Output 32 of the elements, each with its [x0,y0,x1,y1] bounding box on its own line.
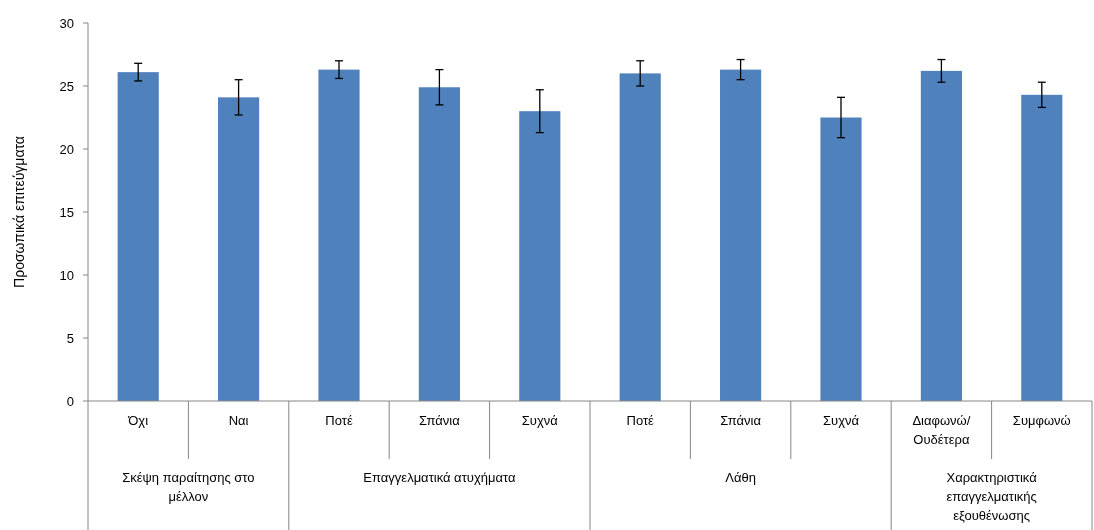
text: Επαγγελματικά ατυχήματα [363,470,516,485]
y-tick-label: 15 [59,204,74,220]
y-tick-label: 25 [59,78,74,94]
bar [1021,94,1063,401]
x-tick-label: Σπάνια [720,413,762,428]
bar [920,70,962,401]
y-tick-label: 5 [66,330,74,346]
x-tick-label: Διαφωνώ/ Ουδέτερα [912,413,971,447]
x-tick-label: Σπάνια [419,413,461,428]
bar [218,97,260,401]
y-tick-label: 10 [59,267,74,283]
text: Χαρακτηριστικά επαγγελματικής εξουθένωσης [946,470,1038,523]
bar [418,87,460,401]
x-tick-label: Συχνά [823,413,860,428]
x-tick-label: Ποτέ [325,413,353,428]
text: Λάθη [725,470,756,485]
y-tick-label: 30 [59,15,74,31]
text: Σκέψη παραίτησης στο μέλλον [122,470,255,504]
bar [117,72,159,401]
bar [519,111,561,401]
bar [820,117,862,401]
x-tick-label: Ποτέ [626,413,655,428]
y-tick-label: 0 [66,393,74,409]
bar [619,73,661,401]
bar [318,69,360,401]
x-tick-label: Συχνά [521,413,559,428]
bar [720,69,762,401]
x-tick-label: Συμφωνώ [1012,413,1071,428]
x-tick-label: Όχι [127,413,149,428]
y-axis-title: Προσωπικά επιτεύγματα [11,136,27,288]
y-tick-label: 20 [59,141,74,157]
x-tick-label: Ναι [228,413,249,428]
